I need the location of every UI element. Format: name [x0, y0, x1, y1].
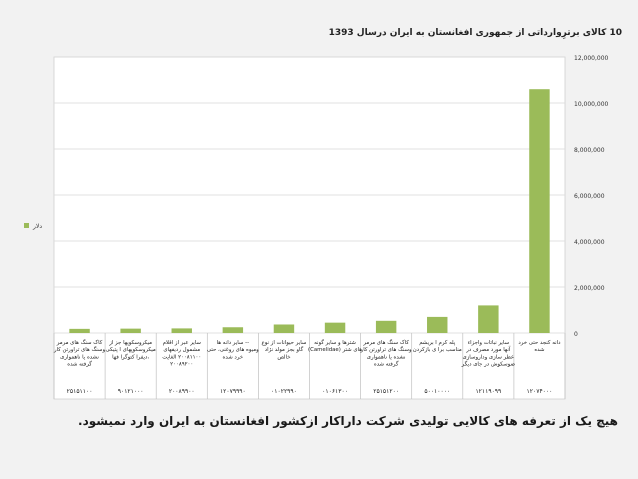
bar	[324, 322, 346, 333]
category-label: پله کرم ا بریشم مناسب برا ی بازکردن	[413, 339, 462, 353]
category-value-label: ۹۰۱۲۱۰۰۰	[118, 388, 144, 395]
bar	[222, 327, 244, 333]
y-tick-label: 2,000,000	[574, 285, 605, 292]
bar	[529, 89, 550, 333]
y-tick-label: 8,000,000	[574, 147, 605, 154]
category-value-label: ۲۵۱۵۱۲۰۰	[373, 388, 399, 395]
category-value-label: ۱۲۰۷۴۰۰۰	[527, 388, 553, 395]
category-value-label: ۰۱۰۲۲۹۹۰	[271, 388, 297, 395]
y-tick-label: 0	[574, 331, 578, 338]
bar	[273, 324, 295, 333]
category-label: میکروسکوپها جز از میکروسکوپهای ا پتیکی ،دی…	[105, 339, 155, 360]
category-value-label: ۲۰۰۸۹۹۰۰	[169, 388, 195, 395]
footer-note: هیچ یک از تعرفه های کالایی تولیدی شرکت د…	[78, 414, 618, 428]
legend-swatch	[24, 223, 29, 228]
category-value-label: ۱۲۱۱۹۰۹۹	[475, 388, 501, 395]
category-value-label: ۲۵۱۵۱۱۰۰	[67, 388, 93, 395]
category-label: سایر عبر از اقلام مشمول ردیفهای ۲۰۰۸۱۱۰۰ ا…	[162, 340, 201, 368]
category-value-label: ۰۱۰۶۱۳۰۰	[322, 388, 348, 395]
chart-title: 10 کالای برترِوارداتی از جمهوری افغانستا…	[328, 28, 622, 38]
y-tick-label: 4,000,000	[574, 239, 605, 246]
bar	[69, 328, 90, 333]
bar	[427, 316, 448, 333]
category-label: شترها و سایر گونه های شتر (Camelidae)	[308, 339, 362, 353]
bar	[171, 328, 192, 333]
y-tick-label: 12,000,000	[574, 55, 609, 62]
category-label: کاک سنگ های مرمر وسنگ های تراورتن کار نشده…	[53, 339, 105, 368]
category-label: دانه کنجد حتی خرد شده	[518, 339, 561, 353]
category-label: سایر نباتات واجزاء آنها مورد مصرف در عطر س…	[461, 340, 516, 368]
category-value-label: ۵۰۰۱۰۰۰۰	[424, 388, 450, 395]
category-label: کاک سنگ های مرمر وسنگ های تراورتن کار نشده…	[360, 339, 412, 368]
category-value-label: ۱۲۰۷۹۹۹۰	[220, 388, 246, 395]
legend-label: دلار	[32, 223, 42, 230]
y-tick-label: 10,000,000	[574, 101, 609, 108]
y-tick-label: 6,000,000	[574, 193, 605, 200]
bar	[375, 320, 397, 333]
category-label: -- سایر دانه ها ومیوه های روغنی، حتی خرد ش…	[207, 340, 259, 360]
category-label: سایر حیوانات از نوع گاو بجز مولد نژاد خالص	[262, 340, 307, 360]
bar	[478, 305, 499, 333]
bar	[120, 328, 141, 333]
